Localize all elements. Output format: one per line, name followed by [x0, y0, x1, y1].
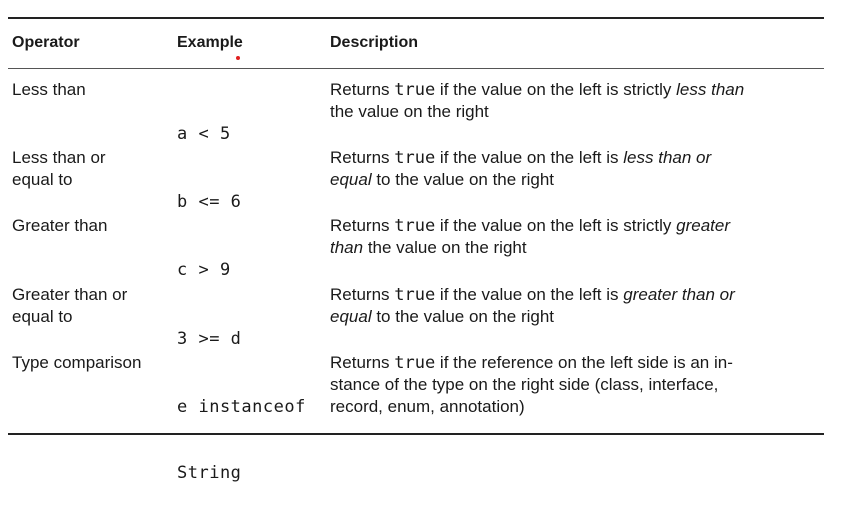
operator-cell: Less than or equal to	[12, 148, 106, 189]
example-cell: e instanceof String	[177, 397, 306, 483]
description-cell: Returns true if the value on the left is…	[330, 80, 745, 121]
example-cell: 3 >= d	[177, 329, 242, 349]
operator-cell: Greater than or equal to	[12, 285, 128, 326]
operator-cell: Greater than	[12, 216, 108, 235]
description-cell: Returns true if the value on the left is…	[330, 285, 735, 326]
code-true: true	[394, 285, 436, 305]
example-cell: c > 9	[177, 260, 231, 280]
description-cell: Returns true if the reference on the lef…	[330, 353, 733, 416]
red-marker-dot	[236, 56, 240, 60]
header-description: Description	[330, 34, 419, 51]
table-bottom-rule	[8, 433, 824, 435]
header-example: Example	[177, 34, 243, 51]
table-header-rule	[8, 68, 824, 69]
code-true: true	[394, 353, 436, 373]
example-cell: b <= 6	[177, 192, 242, 212]
description-cell: Returns true if the value on the left is…	[330, 148, 712, 189]
operator-cell: Less than	[12, 80, 86, 99]
operator-cell: Type comparison	[12, 353, 142, 372]
code-true: true	[394, 80, 436, 100]
example-cell: a < 5	[177, 124, 231, 144]
header-operator: Operator	[12, 34, 80, 51]
description-cell: Returns true if the value on the left is…	[330, 216, 731, 257]
code-true: true	[394, 148, 436, 168]
table-top-rule	[8, 17, 824, 19]
code-true: true	[394, 216, 436, 236]
